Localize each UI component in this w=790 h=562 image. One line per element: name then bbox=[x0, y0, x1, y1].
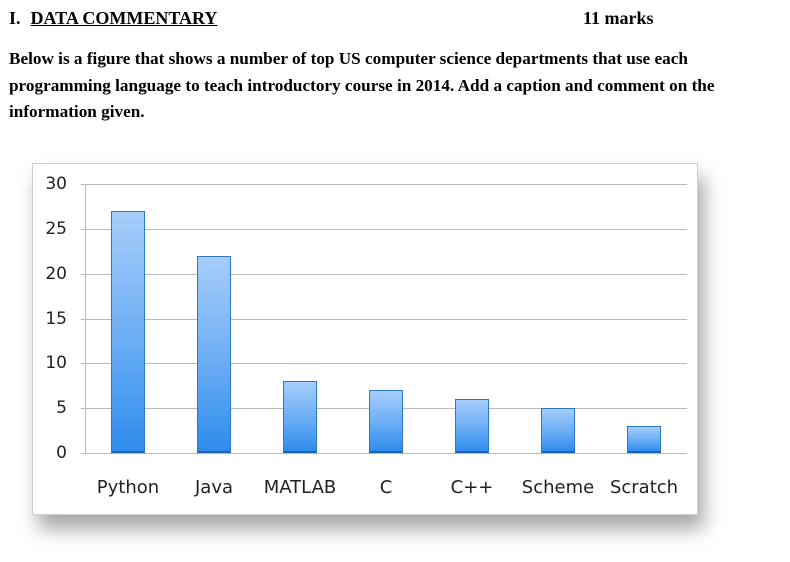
bar-java bbox=[197, 255, 231, 453]
x-tick-label: Scratch bbox=[609, 477, 679, 498]
bar-cplusplus bbox=[455, 399, 489, 453]
gridline bbox=[81, 363, 687, 365]
section-number: I. bbox=[9, 8, 21, 28]
y-tick-label: 15 bbox=[45, 308, 67, 329]
x-tick-label: MATLAB bbox=[263, 477, 337, 498]
bar-chart-figure: 0 5 10 15 20 25 30 Python Java MATLAB C C++ Scheme Sc… bbox=[32, 163, 698, 515]
x-tick-label: C++ bbox=[450, 477, 494, 498]
gridline bbox=[81, 453, 687, 454]
section-title: DATA COMMENTARY bbox=[30, 8, 218, 28]
bar-scheme bbox=[541, 408, 575, 453]
y-tick-label: 5 bbox=[56, 398, 67, 419]
section-heading: I. DATA COMMENTARY bbox=[9, 8, 217, 29]
y-tick-label: 25 bbox=[45, 218, 67, 239]
gridline bbox=[81, 228, 687, 230]
y-tick-label: 0 bbox=[56, 443, 67, 463]
x-tick-label: Scheme bbox=[521, 477, 595, 498]
gridline bbox=[81, 318, 687, 320]
chart-plot-area: 0 5 10 15 20 25 30 Python Java MATLAB C C++ Scheme Sc… bbox=[33, 164, 697, 514]
x-tick-label: C bbox=[379, 477, 393, 498]
y-tick-label: 20 bbox=[45, 263, 67, 284]
gridline bbox=[81, 273, 687, 275]
bar-scratch bbox=[627, 426, 661, 453]
gridline bbox=[81, 184, 687, 185]
y-tick-label: 10 bbox=[45, 353, 67, 374]
marks-label: 11 marks bbox=[583, 8, 654, 28]
y-tick-label: 30 bbox=[45, 174, 67, 194]
x-tick-label: Python bbox=[96, 477, 160, 498]
bar-matlab bbox=[283, 381, 317, 453]
x-tick-label: Java bbox=[194, 477, 234, 498]
bar-python bbox=[111, 210, 145, 453]
instructions-text: Below is a figure that shows a number of… bbox=[9, 49, 715, 121]
bar-c bbox=[369, 390, 403, 453]
